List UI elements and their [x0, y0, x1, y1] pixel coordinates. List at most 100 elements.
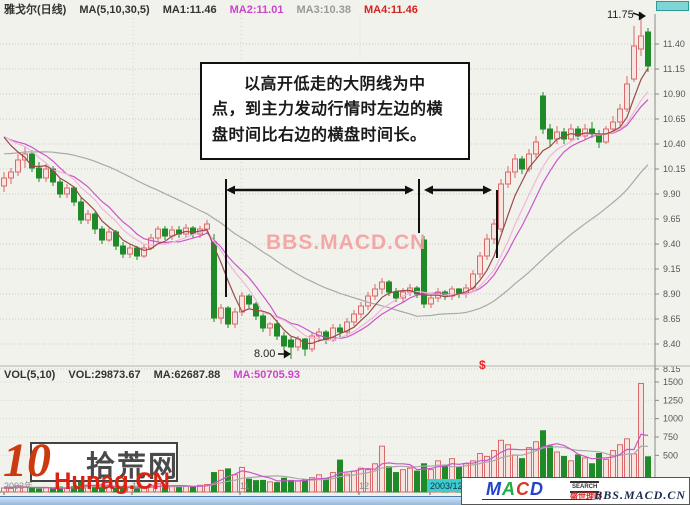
candlestick — [477, 255, 483, 275]
price-axis-label: 8.40 — [663, 339, 681, 349]
volume-bar — [267, 481, 273, 493]
high-price-callout: 11.75 — [607, 9, 634, 21]
volume-axis-label: 1250 — [663, 395, 683, 405]
candlestick — [372, 288, 378, 297]
candlestick — [239, 295, 245, 313]
candlestick — [519, 158, 525, 170]
volume-bar — [372, 463, 378, 493]
volume-bar — [260, 479, 266, 493]
volume-bar — [407, 467, 413, 493]
candlestick — [148, 237, 154, 249]
date-label: 12 — [359, 481, 369, 491]
volume-bar — [155, 483, 161, 493]
candlestick — [393, 291, 399, 299]
macd-logo-box: MACD SEARCH 盛世理财 BBS.MACD.CN — [461, 477, 690, 505]
volume-bar — [421, 463, 427, 493]
watermark: BBS.MACD.CN — [266, 231, 427, 254]
price-ma8-line — [3, 91, 649, 342]
macd-search-label: SEARCH — [570, 481, 600, 494]
date-label: 2003年 — [4, 480, 33, 491]
candlestick — [540, 95, 546, 130]
volume-bar — [386, 466, 392, 493]
volume-bar — [36, 488, 42, 493]
candlestick — [617, 108, 623, 123]
volume-bar — [176, 486, 182, 493]
volume-bar — [71, 486, 77, 493]
macd-sub-label: 盛世理财 — [570, 492, 602, 501]
price-axis-label: 9.40 — [663, 239, 681, 249]
candlestick — [127, 247, 133, 255]
price-axis-label: 8.15 — [663, 364, 681, 374]
volume-bar — [15, 485, 21, 493]
macd-logo-word: MACD — [486, 480, 544, 498]
vol-ma1-value: MA:62687.88 — [153, 369, 221, 381]
candlestick — [232, 311, 238, 325]
candlestick — [85, 213, 91, 221]
ma2-value: MA2:11.01 — [229, 4, 284, 16]
volume-bar — [358, 467, 364, 493]
arrowhead — [283, 349, 291, 359]
volume-bar — [400, 469, 406, 493]
volume-pane-header: VOL(5,10) VOL:29873.67 MA:62687.88 MA:50… — [4, 369, 310, 381]
volume-bar — [204, 484, 210, 493]
volume-bar — [92, 485, 98, 493]
volume-bar — [274, 482, 280, 493]
candlestick — [218, 307, 224, 319]
volume-bar — [106, 486, 112, 493]
price-pane-header: 雅戈尔(日线) MA(5,10,30,5) MA1:11.46 MA2:11.0… — [4, 1, 428, 17]
ma1-value: MA1:11.46 — [162, 4, 217, 16]
candlestick — [351, 313, 357, 323]
candlestick — [365, 295, 371, 307]
candlestick — [8, 171, 14, 179]
candlestick — [155, 228, 161, 239]
candlestick — [512, 158, 518, 173]
candlestick — [547, 128, 553, 140]
candlestick — [43, 168, 49, 179]
volume-bar — [288, 479, 294, 493]
candlestick — [106, 231, 112, 241]
price-axis-label: 9.65 — [663, 214, 681, 224]
candlestick — [260, 315, 266, 329]
ma-group-label: MA(5,10,30,5) — [79, 4, 150, 16]
volume-bar — [344, 473, 350, 493]
candlestick — [162, 228, 168, 237]
candlestick — [638, 35, 644, 50]
volume-bar — [190, 486, 196, 493]
site-logo-frame — [30, 442, 178, 482]
volume-bar — [113, 487, 119, 493]
candlestick — [358, 305, 364, 315]
low-price-callout: 8.00 — [254, 348, 275, 360]
bbs-site-label: BBS.MACD.CN — [594, 488, 686, 502]
volume-bar — [8, 487, 14, 493]
volume-bar — [365, 469, 371, 493]
volume-bar — [330, 472, 336, 493]
volume-bar — [43, 487, 49, 493]
candlestick — [15, 159, 21, 173]
candlestick — [50, 168, 56, 183]
candlestick — [141, 247, 147, 257]
volume-axis-label: 750 — [663, 432, 678, 442]
volume-ma5-line — [3, 433, 649, 489]
divider-line — [482, 499, 592, 500]
horizontal-scrollbar[interactable] — [0, 496, 690, 505]
candlestick — [428, 297, 434, 305]
price-ma30-line — [3, 151, 649, 317]
price-axis-label: 10.15 — [663, 164, 686, 174]
macd-letter-c: C — [516, 479, 530, 499]
candlestick — [526, 153, 532, 170]
stock-title: 雅戈尔(日线) — [4, 4, 67, 16]
site-logo-domain: Hunag.CN — [54, 468, 170, 495]
volume-ma10-line — [3, 445, 649, 489]
arrowhead — [405, 185, 414, 195]
volume-axis-label: 1000 — [663, 414, 683, 424]
candlestick — [267, 323, 273, 329]
candlestick — [337, 327, 343, 333]
volume-bar — [295, 480, 301, 493]
volume-bar — [302, 479, 308, 493]
candlestick — [631, 45, 637, 80]
candlestick — [505, 171, 511, 185]
volume-bar — [393, 472, 399, 493]
arrowhead — [424, 185, 433, 195]
corner-widget[interactable] — [656, 1, 689, 11]
